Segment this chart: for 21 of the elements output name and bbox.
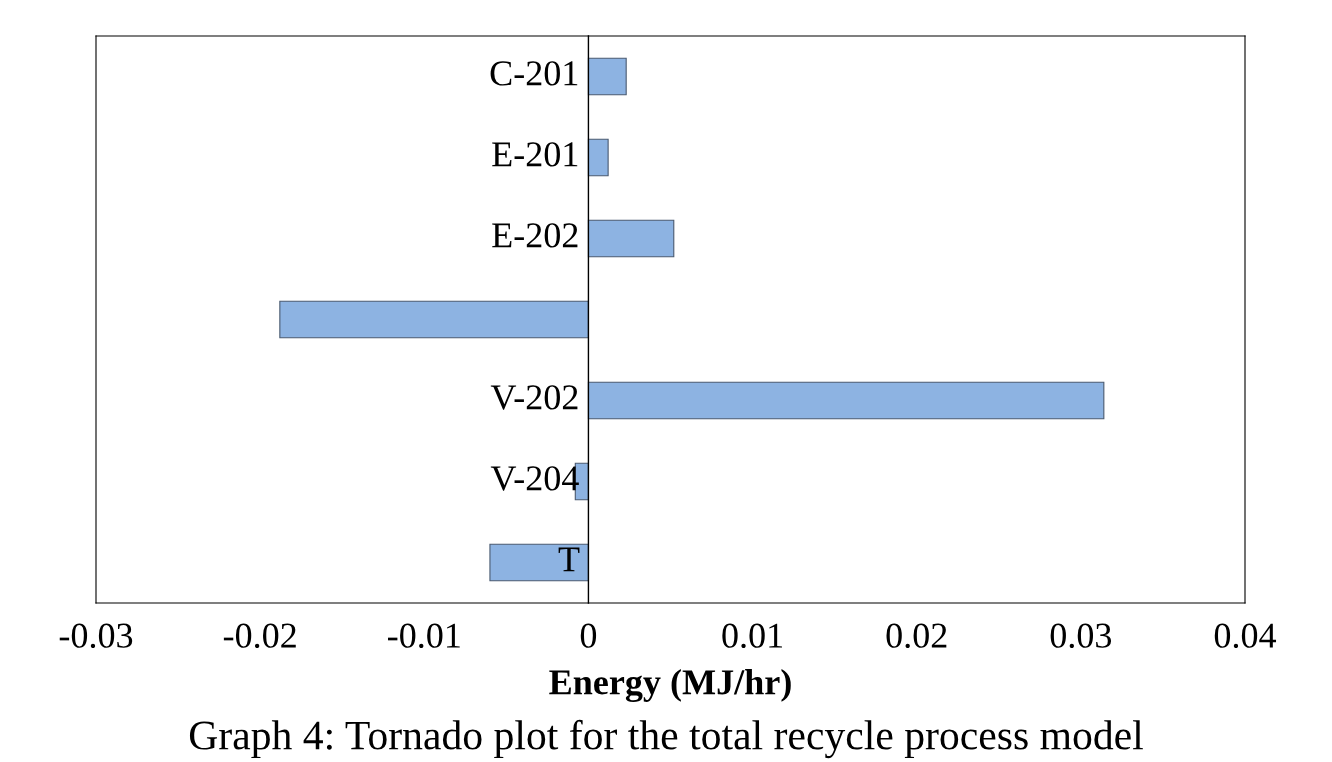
bar [587, 381, 1105, 420]
x-tick-label: -0.01 [388, 623, 460, 649]
x-tick-label: 0.01 [722, 623, 782, 649]
x-tick-label: 0.03 [1050, 623, 1112, 649]
bar [587, 219, 675, 258]
x-tick-label: -0.03 [59, 623, 133, 649]
y-tick-label: C-201 [490, 61, 578, 86]
x-tick-label: 0.02 [886, 623, 947, 649]
x-tick-label: 0 [580, 623, 597, 648]
x-axis-title: Energy (MJ/hr) [549, 669, 791, 703]
y-tick-label: V-202 [490, 385, 578, 410]
x-tick-label: -0.02 [223, 623, 296, 649]
y-tick-label: E-201 [492, 142, 578, 167]
bar [587, 138, 609, 177]
bar [279, 300, 589, 339]
bar [587, 57, 627, 96]
y-tick-label: E-202 [492, 223, 578, 248]
caption: Graph 4: Tornado plot for the total recycle process model [189, 719, 1143, 759]
y-tick-label: T [558, 547, 580, 572]
bar [489, 543, 589, 582]
x-tick-label: 0.04 [1214, 623, 1277, 649]
